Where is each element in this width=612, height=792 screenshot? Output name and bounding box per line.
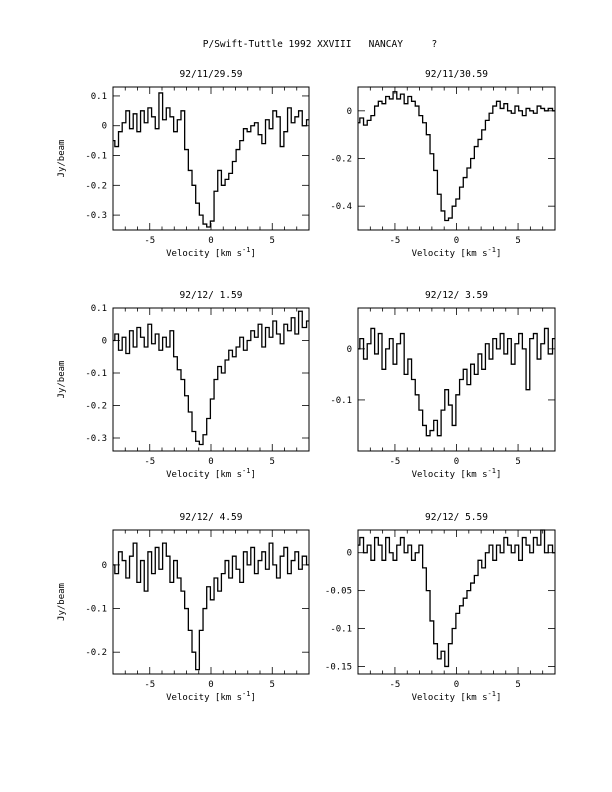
x-tick-label: -5 — [390, 457, 401, 467]
plot-frame — [357, 529, 556, 675]
y-tick-label: 0.1 — [91, 304, 107, 314]
y-tick-label: -0.15 — [325, 662, 352, 672]
x-tick-label: -5 — [390, 236, 401, 246]
spectrum-line — [358, 91, 555, 222]
panel-title: 92/12/ 4.59 — [180, 512, 243, 523]
x-axis-label-sup: -1 — [242, 246, 250, 254]
y-tick-label: 0 — [102, 337, 107, 347]
x-axis-label-close: ] — [496, 249, 501, 259]
x-tick-label: 5 — [515, 457, 520, 467]
panel-2: 92/11/30.59 -5 0 5 0 -0.2 -0.4 Velocity [km s-1… — [330, 69, 556, 259]
x-axis-label: Velocity [km s-1] — [166, 467, 256, 480]
y-tick-label: 0 — [347, 345, 352, 355]
x-axis-label: Velocity [km s-1] — [412, 246, 502, 259]
y-tick-label: -0.1 — [330, 625, 352, 635]
x-tick-label: 0 — [454, 680, 459, 690]
y-tick-label: 0.1 — [91, 92, 107, 102]
plot-frame — [112, 529, 310, 675]
x-tick-label: 5 — [270, 457, 275, 467]
x-axis-label-text: Velocity [km s — [166, 249, 242, 259]
plot-frame — [112, 307, 310, 452]
panel-1: 92/11/29.59 -5 0 5 0.1 0 -0.1 -0.2 -0.3 Velocity … — [57, 69, 310, 259]
y-tick-label: -0.2 — [85, 648, 107, 658]
x-axis-label: Velocity [km s-1] — [412, 690, 502, 703]
y-tick-label: 0 — [102, 122, 107, 132]
y-tick-label: -0.1 — [330, 396, 352, 406]
x-axis-label: Velocity [km s-1] — [166, 690, 256, 703]
x-axis-label-text: Velocity [km s — [412, 470, 488, 480]
x-axis-label-text: Velocity [km s — [166, 470, 242, 480]
x-axis-label-sup: -1 — [242, 690, 250, 698]
y-tick-label: 0 — [347, 549, 352, 559]
spectrum-line — [113, 310, 309, 446]
panel-6: 92/12/ 5.59 -5 0 5 0 -0.05 -0.1 -0.15 Velocity [… — [325, 512, 556, 703]
y-tick-label: 0 — [102, 561, 107, 571]
panel-title: 92/12/ 5.59 — [425, 512, 488, 523]
x-tick-label: 5 — [515, 236, 520, 246]
y-axis-label: Jy/beam — [57, 361, 67, 399]
x-tick-label: -5 — [144, 680, 155, 690]
panel-4: 92/12/ 3.59 -5 0 5 0 -0.1 Velocity [km s-1] — [330, 290, 556, 480]
x-axis-label-text: Velocity [km s — [412, 693, 488, 703]
x-tick-label: -5 — [390, 680, 401, 690]
spectrum-line — [113, 92, 309, 228]
x-tick-label: 0 — [208, 457, 213, 467]
panel-title: 92/12/ 1.59 — [180, 290, 243, 301]
x-axis-label-close: ] — [250, 470, 255, 480]
x-tick-label: 5 — [270, 236, 275, 246]
x-axis-label-close: ] — [250, 249, 255, 259]
figure-title: P/Swift-Tuttle 1992 XXVIII NANCAY ? — [203, 39, 438, 50]
plot-frame — [112, 86, 310, 231]
panel-title: 92/12/ 3.59 — [425, 290, 488, 301]
y-tick-label: -0.4 — [330, 202, 352, 212]
x-axis-label-sup: -1 — [488, 467, 496, 475]
x-tick-label: 5 — [515, 680, 520, 690]
x-axis-label-text: Velocity [km s — [412, 249, 488, 259]
x-tick-label: 0 — [208, 236, 213, 246]
x-tick-label: -5 — [144, 236, 155, 246]
x-tick-label: 0 — [454, 457, 459, 467]
y-tick-label: -0.1 — [85, 605, 107, 615]
x-tick-label: 0 — [454, 236, 459, 246]
y-tick-label: -0.1 — [85, 152, 107, 162]
y-axis-label: Jy/beam — [57, 140, 67, 178]
y-tick-label: -0.2 — [85, 181, 107, 191]
x-axis-label-close: ] — [496, 693, 501, 703]
x-axis-label-close: ] — [496, 470, 501, 480]
y-tick-label: -0.1 — [85, 369, 107, 379]
y-axis-label: Jy/beam — [57, 583, 67, 621]
panel-3: 92/12/ 1.59 -5 0 5 0.1 0 -0.1 -0.2 -0.3 Velocity … — [57, 290, 310, 480]
y-tick-label: -0.2 — [330, 155, 352, 165]
panels: 92/11/29.59 -5 0 5 0.1 0 -0.1 -0.2 -0.3 Velocity … — [57, 69, 556, 703]
y-tick-label: -0.05 — [325, 587, 352, 597]
x-tick-label: -5 — [144, 457, 155, 467]
panel-title: 92/11/30.59 — [425, 69, 488, 80]
x-axis-label-text: Velocity [km s — [166, 693, 242, 703]
x-axis-label: Velocity [km s-1] — [166, 246, 256, 259]
x-tick-label: 5 — [270, 680, 275, 690]
x-axis-label-close: ] — [250, 693, 255, 703]
spectrum-line — [113, 542, 309, 671]
x-tick-label: 0 — [208, 680, 213, 690]
x-axis-label: Velocity [km s-1] — [412, 467, 502, 480]
spectrum-line — [358, 327, 555, 437]
panel-5: 92/12/ 4.59 -5 0 5 0 -0.1 -0.2 Velocity [km s-1… — [57, 512, 310, 703]
x-axis-label-sup: -1 — [242, 467, 250, 475]
x-axis-label-sup: -1 — [488, 246, 496, 254]
spectrum-line — [358, 529, 555, 668]
y-tick-label: -0.3 — [85, 211, 107, 221]
y-tick-label: -0.3 — [85, 434, 107, 444]
y-tick-label: -0.2 — [85, 402, 107, 412]
x-axis-label-sup: -1 — [488, 690, 496, 698]
panel-title: 92/11/29.59 — [180, 69, 243, 80]
y-tick-label: 0 — [347, 107, 352, 117]
